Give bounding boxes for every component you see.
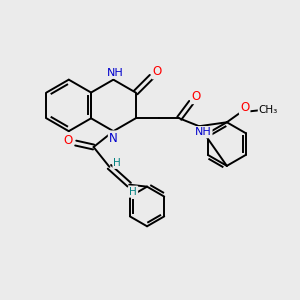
- Text: O: O: [191, 90, 201, 103]
- Text: CH₃: CH₃: [259, 105, 278, 116]
- Text: H: H: [129, 187, 137, 196]
- Text: O: O: [153, 65, 162, 78]
- Text: N: N: [109, 132, 118, 145]
- Text: NH: NH: [195, 127, 212, 137]
- Text: O: O: [63, 134, 72, 147]
- Text: NH: NH: [107, 68, 124, 78]
- Text: O: O: [240, 101, 249, 114]
- Text: H: H: [113, 158, 121, 168]
